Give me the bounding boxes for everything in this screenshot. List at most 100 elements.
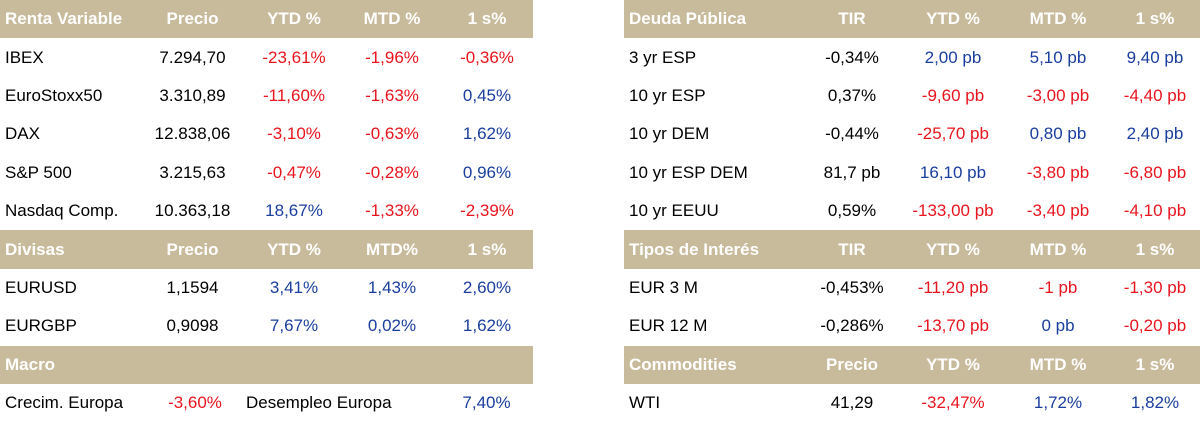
left-panel: Renta Variable Precio YTD % MTD % 1 s% I… — [0, 0, 533, 422]
table-row: Nasdaq Comp. 10.363,18 18,67% -1,33% -2,… — [0, 191, 533, 231]
row-label: WTI — [629, 393, 661, 413]
row-label: 10 yr EEUU — [629, 201, 719, 221]
week-cell: -6,80 pb — [1123, 162, 1187, 182]
header-cell: Precio — [826, 354, 878, 374]
header-cell: 1 s% — [467, 239, 507, 259]
week-cell: -4,40 pb — [1123, 85, 1187, 105]
right-panel: Deuda Pública TIR YTD % MTD % 1 s% 3 yr … — [624, 0, 1200, 422]
mtd-cell: 0,80 pb — [1029, 124, 1087, 144]
week-cell: 1,62% — [462, 316, 512, 336]
week-cell: 1,82% — [1130, 393, 1180, 413]
week-cell: -0,36% — [460, 47, 514, 67]
mtd-cell: 0,02% — [367, 316, 417, 336]
header-cell: Tipos de Interés — [629, 239, 760, 259]
mtd-cell: -3,00 pb — [1026, 85, 1090, 105]
row-label: 10 yr ESP DEM — [629, 162, 748, 182]
tir-cell: -0,286% — [820, 316, 884, 336]
row-label: Nasdaq Comp. — [5, 201, 119, 221]
header-cell: MTD % — [1029, 239, 1087, 259]
table-row: EURGBP 0,9098 7,67% 0,02% 1,62% — [0, 307, 533, 346]
ytd-cell: -13,70 pb — [917, 316, 989, 336]
tir-cell: 0,37% — [827, 85, 877, 105]
table-row: WTI 41,29 -32,47% 1,72% 1,82% — [624, 383, 1200, 422]
table-row: EUR 12 M -0,286% -13,70 pb 0 pb -0,20 pb — [624, 307, 1200, 346]
header-cell: TIR — [838, 9, 866, 29]
header-cell: Precio — [166, 9, 219, 29]
header-cell: MTD % — [1029, 354, 1087, 374]
table-row: 10 yr EEUU 0,59% -133,00 pb -3,40 pb -4,… — [624, 191, 1200, 231]
row-label: EUR 3 M — [629, 277, 698, 297]
header-cell: YTD % — [267, 9, 321, 29]
ytd-cell: -25,70 pb — [917, 124, 989, 144]
price-cell: 7.294,70 — [159, 47, 226, 67]
header-cell: Commodities — [629, 354, 737, 374]
price-cell: 0,9098 — [166, 316, 219, 336]
week-cell: 2,40 pb — [1126, 124, 1184, 144]
table-row: EURUSD 1,1594 3,41% 1,43% 2,60% — [0, 268, 533, 308]
row-label: S&P 500 — [5, 162, 72, 182]
tir-cell: -0,34% — [825, 47, 879, 67]
row-label: EURGBP — [5, 316, 77, 336]
mtd-cell: 1,72% — [1033, 393, 1083, 413]
header-cell: Macro — [5, 354, 56, 374]
header-cell: 1 s% — [1135, 9, 1175, 29]
week-cell: 1,62% — [462, 124, 512, 144]
table-row: 10 yr ESP 0,37% -9,60 pb -3,00 pb -4,40 … — [624, 76, 1200, 116]
mtd-cell: -3,40 pb — [1026, 201, 1090, 221]
header-cell: YTD % — [926, 354, 980, 374]
row-label: 10 yr ESP — [629, 85, 706, 105]
table-row: Crecim. Europa -3,60% Desempleo Europa 7… — [0, 383, 533, 422]
ytd-cell: -0,47% — [267, 162, 321, 182]
macro-header: Macro — [0, 345, 533, 384]
row-label: IBEX — [5, 47, 44, 67]
header-cell: MTD % — [1029, 9, 1087, 29]
header-cell: 1 s% — [1135, 239, 1175, 259]
tir-cell: 81,7 pb — [823, 162, 881, 182]
header-cell: YTD % — [926, 239, 980, 259]
mtd-cell: -1 pb — [1038, 277, 1078, 297]
week-cell: -2,39% — [460, 201, 514, 221]
header-cell: MTD% — [366, 239, 418, 259]
header-cell: Renta Variable — [5, 9, 123, 29]
week-cell: -1,30 pb — [1123, 277, 1187, 297]
table-row: IBEX 7.294,70 -23,61% -1,96% -0,36% — [0, 38, 533, 77]
week-cell: -0,20 pb — [1123, 316, 1187, 336]
ytd-cell: 18,67% — [265, 201, 323, 221]
unemployment-value: 7,40% — [462, 393, 511, 413]
header-cell: TIR — [838, 239, 866, 259]
week-cell: 9,40 pb — [1126, 47, 1184, 67]
ytd-cell: 3,41% — [269, 277, 319, 297]
price-cell: 3.310,89 — [159, 85, 226, 105]
table-row: 10 yr DEM -0,44% -25,70 pb 0,80 pb 2,40 … — [624, 115, 1200, 154]
header-cell: YTD % — [267, 239, 321, 259]
header-cell: MTD % — [363, 9, 421, 29]
row-label: EURUSD — [5, 277, 77, 297]
tir-cell: -0,44% — [825, 124, 879, 144]
table-row: S&P 500 3.215,63 -0,47% -0,28% 0,96% — [0, 153, 533, 192]
price-cell: 1,1594 — [166, 277, 219, 297]
ytd-cell: -11,20 pb — [917, 277, 989, 297]
price-cell: 41,29 — [830, 393, 874, 413]
mtd-cell: -1,96% — [365, 47, 419, 67]
table-row: 10 yr ESP DEM 81,7 pb 16,10 pb -3,80 pb … — [624, 153, 1200, 192]
table-row: EuroStoxx50 3.310,89 -11,60% -1,63% 0,45… — [0, 76, 533, 116]
table-row: DAX 12.838,06 -3,10% -0,63% 1,62% — [0, 115, 533, 154]
row-label: EUR 12 M — [629, 316, 708, 336]
ytd-cell: 16,10 pb — [919, 162, 987, 182]
header-cell: 1 s% — [1135, 354, 1175, 374]
header-cell: Divisas — [5, 239, 65, 259]
row-label: 3 yr ESP — [629, 47, 697, 67]
header-cell: Deuda Pública — [629, 9, 747, 29]
tir-cell: 0,59% — [827, 201, 877, 221]
mtd-cell: -3,80 pb — [1026, 162, 1090, 182]
tir-cell: -0,453% — [820, 277, 884, 297]
ytd-cell: 2,00 pb — [924, 47, 982, 67]
ytd-cell: -23,61% — [262, 47, 326, 67]
mtd-cell: -0,28% — [365, 162, 419, 182]
deuda-publica-header: Deuda Pública TIR YTD % MTD % 1 s% — [624, 0, 1200, 39]
mtd-cell: 1,43% — [367, 277, 417, 297]
row-label: EuroStoxx50 — [5, 85, 103, 105]
ytd-cell: -133,00 pb — [912, 201, 994, 221]
mtd-cell: -1,33% — [365, 201, 419, 221]
price-cell: 10.363,18 — [154, 201, 231, 221]
